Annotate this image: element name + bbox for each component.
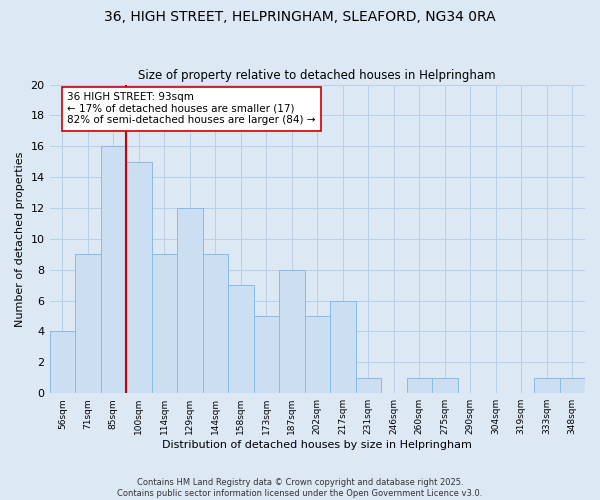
Bar xyxy=(534,378,560,393)
Bar xyxy=(330,300,356,393)
Bar xyxy=(560,378,585,393)
Bar xyxy=(432,378,458,393)
Bar xyxy=(126,162,152,393)
Bar xyxy=(279,270,305,393)
Bar xyxy=(356,378,381,393)
Bar xyxy=(305,316,330,393)
Bar xyxy=(75,254,101,393)
Text: 36 HIGH STREET: 93sqm
← 17% of detached houses are smaller (17)
82% of semi-deta: 36 HIGH STREET: 93sqm ← 17% of detached … xyxy=(67,92,316,126)
Bar xyxy=(101,146,126,393)
Bar xyxy=(177,208,203,393)
Y-axis label: Number of detached properties: Number of detached properties xyxy=(15,151,25,326)
Title: Size of property relative to detached houses in Helpringham: Size of property relative to detached ho… xyxy=(139,69,496,82)
Bar xyxy=(228,285,254,393)
Text: Contains HM Land Registry data © Crown copyright and database right 2025.
Contai: Contains HM Land Registry data © Crown c… xyxy=(118,478,482,498)
Bar xyxy=(50,332,75,393)
Bar xyxy=(407,378,432,393)
Bar xyxy=(254,316,279,393)
Text: 36, HIGH STREET, HELPRINGHAM, SLEAFORD, NG34 0RA: 36, HIGH STREET, HELPRINGHAM, SLEAFORD, … xyxy=(104,10,496,24)
Bar xyxy=(203,254,228,393)
Bar xyxy=(152,254,177,393)
X-axis label: Distribution of detached houses by size in Helpringham: Distribution of detached houses by size … xyxy=(163,440,472,450)
